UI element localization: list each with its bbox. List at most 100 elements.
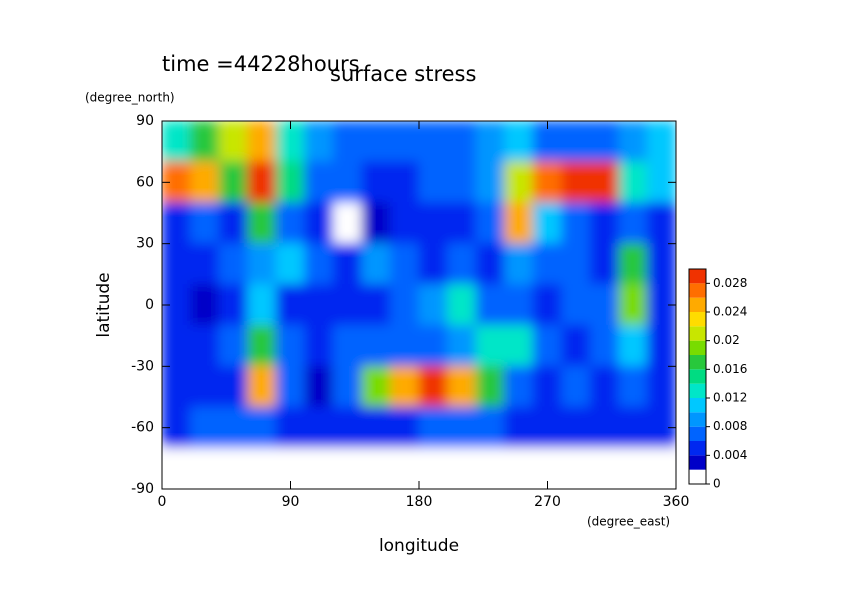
colorbar-tick-label: 0.008 [713, 419, 747, 433]
cell [162, 243, 192, 286]
field [162, 121, 676, 489]
cell [361, 161, 391, 204]
x-tick-label: 180 [406, 494, 433, 510]
chart-title: surface stress [330, 62, 476, 86]
cell [389, 284, 420, 326]
cell [589, 161, 620, 204]
cell [190, 284, 220, 326]
cell [304, 365, 334, 408]
cell [218, 365, 249, 408]
x-tick-label: 360 [663, 494, 690, 510]
cell [361, 447, 391, 489]
cell [247, 121, 277, 163]
cell [646, 447, 676, 489]
cell [304, 161, 334, 204]
colorbar-tick-label: 0.024 [713, 305, 747, 319]
cell [618, 121, 648, 163]
cell [618, 243, 648, 286]
cell [447, 406, 477, 449]
cell [646, 324, 676, 367]
cell [589, 284, 620, 326]
cell [162, 202, 192, 245]
cell [561, 284, 591, 326]
cell [389, 406, 420, 449]
colorbar-swatch [689, 455, 706, 470]
chart-subtitle: time =44228hours [162, 52, 360, 76]
cell [247, 324, 277, 367]
cell [361, 324, 391, 367]
cell [475, 447, 506, 489]
cell [532, 202, 563, 245]
cell [389, 243, 420, 286]
cell [304, 406, 334, 449]
cell [418, 121, 449, 163]
cell [447, 202, 477, 245]
colorbar-swatch [689, 383, 706, 398]
cell [475, 365, 506, 408]
cell [532, 324, 563, 367]
cell [589, 406, 620, 449]
cell [589, 202, 620, 245]
cell [475, 243, 506, 286]
cell [361, 202, 391, 245]
cell [332, 447, 363, 489]
y-tick-label: 0 [145, 297, 154, 313]
cell [361, 406, 391, 449]
y-tick-label: 60 [136, 174, 154, 190]
cell [304, 243, 334, 286]
cell [218, 406, 249, 449]
cell [646, 202, 676, 245]
cell [646, 365, 676, 408]
colorbar-tick-label: 0.016 [713, 362, 747, 376]
cell [646, 243, 676, 286]
cell [475, 406, 506, 449]
cell [561, 447, 591, 489]
cell [162, 365, 192, 408]
cell [475, 161, 506, 204]
cell [618, 284, 648, 326]
cell [190, 161, 220, 204]
x-tick-label: 90 [282, 494, 300, 510]
cell [247, 161, 277, 204]
colorbar-frame [688, 268, 707, 485]
y-tick-label: 90 [136, 113, 154, 129]
x-axis-label: longitude [379, 536, 459, 556]
cell [190, 406, 220, 449]
cell [504, 365, 534, 408]
cell [247, 365, 277, 408]
cell [218, 202, 249, 245]
cell [447, 324, 477, 367]
cell [618, 365, 648, 408]
cell [275, 243, 306, 286]
colorbar-tick-label: 0.02 [713, 333, 740, 347]
cell [504, 284, 534, 326]
cell [218, 161, 249, 204]
cell [218, 284, 249, 326]
cell [332, 365, 363, 408]
cell [561, 324, 591, 367]
cell [162, 121, 192, 163]
cell [418, 161, 449, 204]
cell [618, 324, 648, 367]
y-tick-label: -30 [131, 358, 154, 374]
colorbar-swatch [689, 355, 706, 370]
cell [332, 324, 363, 367]
cell [504, 406, 534, 449]
colorbar-tick-label: 0.004 [713, 448, 747, 462]
cell [332, 284, 363, 326]
cell [532, 406, 563, 449]
cell [332, 161, 363, 204]
cell [332, 406, 363, 449]
cell [304, 284, 334, 326]
cell [447, 447, 477, 489]
y-unit: (degree_north) [85, 91, 175, 105]
cell [447, 243, 477, 286]
cell [646, 121, 676, 163]
colorbar-swatch [689, 297, 706, 312]
cell [418, 324, 449, 367]
cell [247, 447, 277, 489]
cell [162, 447, 192, 489]
cell [418, 243, 449, 286]
cell [447, 121, 477, 163]
